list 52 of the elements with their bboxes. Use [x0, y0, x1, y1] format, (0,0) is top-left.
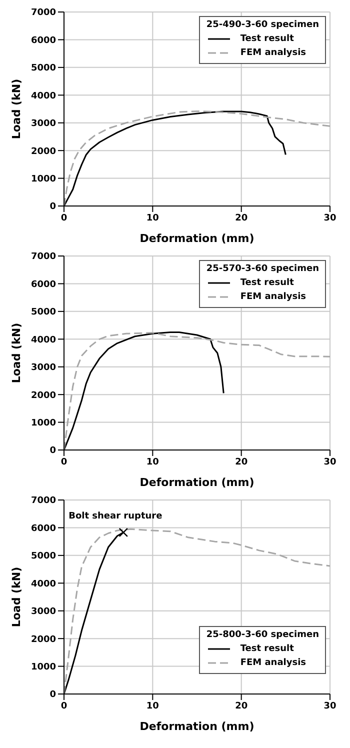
- y-tick-label: 3000: [30, 363, 56, 374]
- x-axis-title: Deformation (mm): [140, 720, 254, 733]
- legend-title: 25-800-3-60 specimen: [206, 630, 319, 640]
- y-tick-label: 1000: [30, 418, 56, 428]
- x-tick-label: 20: [235, 701, 248, 712]
- y-tick-label: 0: [50, 202, 56, 212]
- legend-label: FEM analysis: [240, 48, 306, 58]
- y-tick-label: 3000: [30, 607, 56, 618]
- y-tick-label: 7000: [30, 252, 56, 262]
- y-axis-title: Load (kN): [10, 78, 23, 140]
- y-axis-title: Load (kN): [10, 322, 23, 384]
- y-tick-label: 1000: [30, 174, 56, 184]
- legend-label: FEM analysis: [240, 658, 306, 668]
- y-tick-label: 5000: [30, 308, 56, 318]
- y-tick-label: 2000: [30, 634, 56, 645]
- y-tick-label: 5000: [30, 552, 56, 562]
- legend-label: Test result: [240, 34, 294, 44]
- x-tick-label: 20: [235, 457, 248, 468]
- x-tick-label: 0: [60, 701, 68, 712]
- x-tick-label: 30: [324, 701, 336, 712]
- x-axis-title: Deformation (mm): [140, 476, 254, 489]
- x-tick-label: 0: [60, 457, 68, 468]
- legend-title: 25-490-3-60 specimen: [206, 20, 319, 30]
- y-tick-label: 2000: [30, 390, 56, 401]
- annotation: Bolt shear rupture: [68, 511, 162, 522]
- y-tick-label: 3000: [30, 119, 56, 130]
- y-tick-label: 2000: [30, 146, 56, 157]
- y-tick-label: 5000: [30, 64, 56, 74]
- x-tick-label: 10: [146, 701, 159, 712]
- y-tick-label: 4000: [30, 91, 56, 102]
- x-tick-label: 30: [324, 213, 336, 224]
- y-tick-label: 7000: [30, 8, 56, 18]
- legend-title: 25-570-3-60 specimen: [206, 264, 319, 274]
- y-tick-label: 4000: [30, 579, 56, 590]
- y-tick-label: 6000: [30, 524, 56, 534]
- x-tick-label: 30: [324, 457, 336, 468]
- y-tick-label: 6000: [30, 280, 56, 290]
- y-tick-label: 0: [50, 446, 56, 456]
- x-tick-label: 0: [60, 213, 68, 224]
- x-tick-label: 20: [235, 213, 248, 224]
- x-tick-label: 10: [146, 457, 159, 468]
- y-tick-label: 6000: [30, 36, 56, 46]
- y-tick-label: 7000: [30, 496, 56, 506]
- x-axis-title: Deformation (mm): [140, 232, 254, 245]
- x-tick-label: 10: [146, 213, 159, 224]
- y-tick-label: 0: [50, 690, 56, 700]
- legend-label: Test result: [240, 278, 294, 288]
- legend-label: FEM analysis: [240, 292, 306, 302]
- y-axis-title: Load (kN): [10, 566, 23, 628]
- y-tick-label: 4000: [30, 335, 56, 346]
- legend-label: Test result: [240, 644, 294, 654]
- y-tick-label: 1000: [30, 662, 56, 672]
